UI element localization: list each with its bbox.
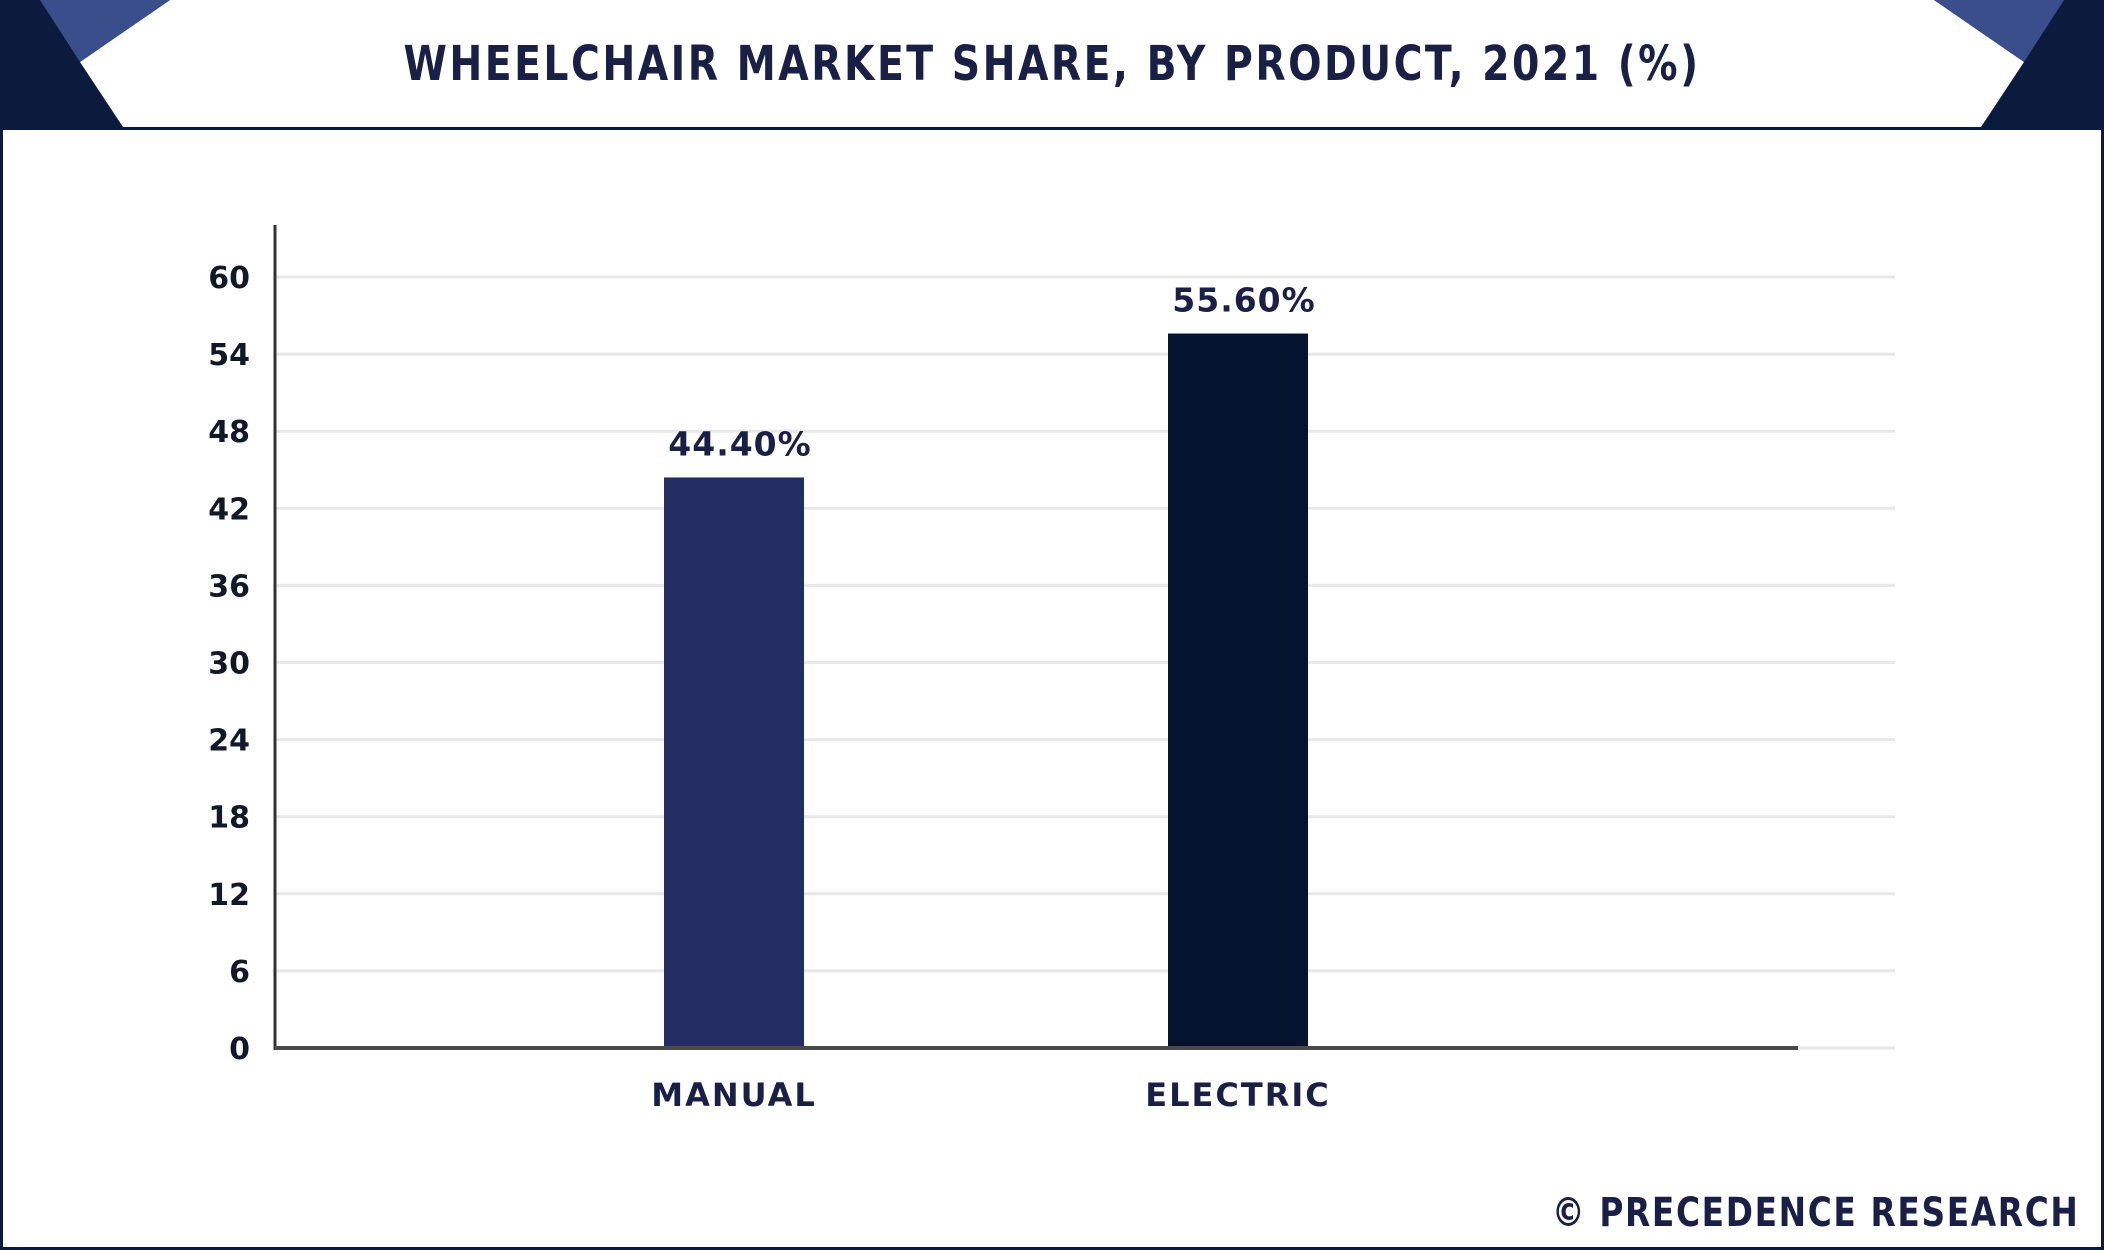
header-corner-right	[1934, 0, 2104, 130]
y-tick-label: 18	[208, 801, 250, 836]
data-label: 44.40%	[668, 424, 811, 463]
labels: 0 6 12 18 24 30 36 42 48 54 60 44.40% MANUAL 55.60% EL…	[208, 261, 1330, 1114]
bars	[664, 333, 1308, 1049]
source-credit: © PRECEDENCE RESEARCH	[1552, 1190, 2080, 1236]
header-corner-left	[0, 0, 170, 130]
y-tick-label: 60	[208, 261, 250, 296]
bar-electric	[1168, 333, 1308, 1048]
y-tick-label: 12	[208, 878, 250, 913]
y-tick-label: 24	[208, 724, 250, 759]
y-tick-label: 36	[208, 569, 250, 604]
y-tick-label: 48	[208, 415, 250, 450]
y-tick-label: 54	[208, 338, 250, 373]
chart-title: WHEELCHAIR MARKET SHARE, BY PRODUCT, 202…	[403, 36, 1701, 92]
y-tick-label: 6	[229, 955, 250, 990]
gridlines	[275, 275, 1895, 973]
x-category-label: ELECTRIC	[1145, 1076, 1330, 1114]
y-tick-label: 30	[208, 647, 250, 682]
axes	[273, 225, 1895, 1050]
data-label: 55.60%	[1172, 281, 1315, 320]
y-tick-label: 42	[208, 492, 250, 527]
header-banner: WHEELCHAIR MARKET SHARE, BY PRODUCT, 202…	[0, 0, 2104, 130]
bar-manual	[664, 477, 804, 1049]
x-category-label: MANUAL	[651, 1076, 817, 1114]
y-tick-label: 0	[229, 1032, 250, 1067]
